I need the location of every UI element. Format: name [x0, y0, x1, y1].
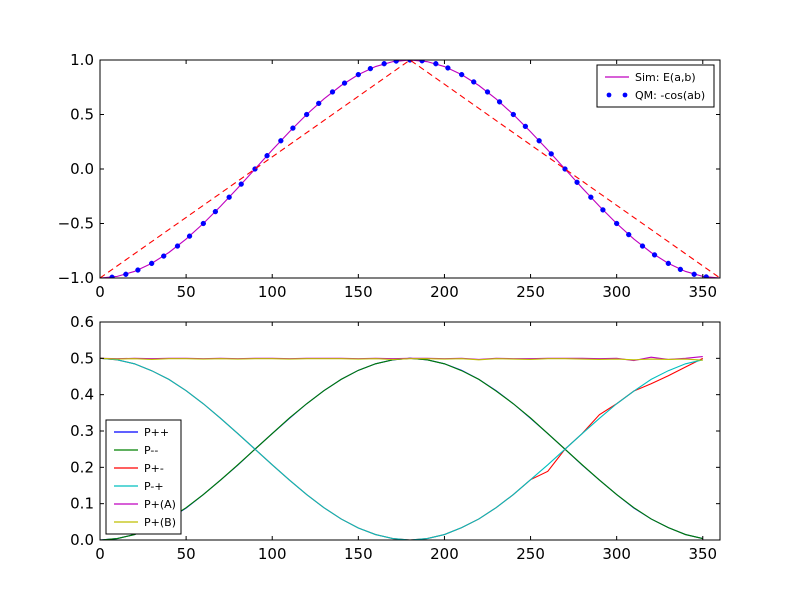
top-point-qm-cos-ab	[109, 274, 115, 278]
top-point-qm-cos-ab	[522, 123, 529, 130]
top-point-qm-cos-ab	[304, 111, 310, 118]
top-legend-label-qm-cos-ab: QM: -cos(ab)	[635, 89, 705, 102]
top-point-qm-cos-ab	[626, 231, 632, 238]
top-point-qm-cos-ab	[278, 138, 284, 144]
bottom-legend: P++ P-- P+- P-+ P+(A) P+(B)	[105, 419, 182, 535]
top-point-qm-cos-ab	[123, 271, 129, 277]
top-point-qm-cos-ab	[200, 220, 206, 227]
bottom-xtick-label: 250	[516, 545, 545, 563]
top-point-qm-cos-ab	[238, 181, 244, 187]
bottom-ytick-label: 0.5	[70, 349, 94, 367]
top-point-qm-cos-ab	[600, 207, 606, 213]
top-legend-marker-qm-cos-ab	[606, 92, 612, 98]
bottom-ytick-label: 0.0	[70, 531, 94, 549]
bottom-xtick-label: 300	[602, 545, 631, 563]
top-point-qm-cos-ab	[290, 125, 296, 131]
bottom-xtick-label: 350	[688, 545, 717, 563]
bottom-ytick-label: 0.3	[70, 422, 94, 440]
top-point-qm-cos-ab	[639, 243, 646, 249]
top-series-line-reference	[100, 60, 720, 278]
top-point-qm-cos-ab	[484, 89, 491, 95]
bottom-legend-label-p: P+-	[144, 462, 164, 475]
top-xtick-label: 200	[430, 283, 459, 301]
top-point-qm-cos-ab	[510, 111, 516, 118]
top-point-qm-cos-ab	[536, 138, 542, 144]
top-xtick-label: 100	[258, 283, 287, 301]
top-point-qm-cos-ab	[471, 79, 477, 85]
top-point-qm-cos-ab	[341, 80, 348, 86]
bottom-xtick-label: 150	[344, 545, 373, 563]
bottom-ytick-label: 0.2	[70, 458, 94, 476]
top-point-qm-cos-ab	[316, 100, 322, 107]
top-point-qm-cos-ab	[691, 271, 697, 277]
top-plot-area	[100, 60, 720, 278]
top-point-qm-cos-ab	[329, 89, 336, 95]
top-point-qm-cos-ab	[614, 220, 620, 227]
top-point-qm-cos-ab	[149, 260, 155, 267]
top-point-qm-cos-ab	[355, 71, 361, 78]
bottom-xtick-label: 200	[430, 545, 459, 563]
top-xtick-label: 150	[344, 283, 373, 301]
top-point-qm-cos-ab	[445, 65, 451, 71]
bottom-legend-label-p: P-+	[144, 480, 164, 493]
bottom-series-line-p-b	[100, 357, 703, 361]
top-point-qm-cos-ab	[212, 208, 219, 215]
top-point-qm-cos-ab	[433, 61, 439, 67]
bottom-legend-label-p: P++	[144, 426, 169, 439]
bottom-plot-area	[100, 355, 704, 540]
top-point-qm-cos-ab	[174, 243, 181, 249]
top-point-qm-cos-ab	[393, 60, 399, 64]
top-point-qm-cos-ab	[135, 267, 141, 273]
bottom-ytick-label: 0.4	[70, 386, 94, 404]
bottom-ytick-label: 0.6	[70, 313, 94, 331]
top-xtick-label: 250	[516, 283, 545, 301]
top-point-qm-cos-ab	[459, 71, 465, 78]
top-ytick-label: 0.0	[70, 160, 94, 178]
top-point-qm-cos-ab	[677, 266, 684, 273]
top-point-qm-cos-ab	[264, 153, 270, 159]
top-point-qm-cos-ab	[651, 252, 658, 258]
bottom-ytick-label: 0.1	[70, 495, 94, 513]
top-point-qm-cos-ab	[381, 61, 387, 67]
bottom-legend-label-p-a: P+(A)	[144, 498, 176, 511]
bottom-xtick-label: 0	[95, 545, 105, 563]
top-ytick-label: −1.0	[58, 269, 94, 287]
bottom-legend-label-p-b: P+(B)	[144, 516, 176, 529]
top-point-qm-cos-ab	[161, 253, 167, 259]
top-point-qm-cos-ab	[419, 60, 425, 64]
top-point-qm-cos-ab	[588, 194, 594, 200]
top-legend-box	[596, 64, 715, 108]
bottom-xtick-label: 50	[177, 545, 196, 563]
top-point-qm-cos-ab	[548, 151, 554, 157]
bottom-legend-label-p: P--	[144, 444, 158, 457]
top-point-qm-cos-ab	[226, 194, 232, 200]
top-ytick-label: 1.0	[70, 51, 94, 69]
top-ytick-label: −0.5	[58, 215, 94, 233]
top-point-qm-cos-ab	[703, 274, 709, 278]
top-panel: 0 50 100 150 200 250 300 350 −1.0 −0.5 0.0 0.5 1.0 Si…	[58, 51, 721, 301]
bottom-panel: 0 50 100 150 200 250 300 350 0.0 0.1 0.2 0.3 0.4 0.5 0…	[70, 313, 721, 563]
top-point-qm-cos-ab	[574, 179, 580, 185]
top-legend-marker-qm-cos-ab	[622, 92, 628, 98]
top-ytick-label: 0.5	[70, 106, 94, 124]
top-xtick-label: 0	[95, 283, 105, 301]
top-point-qm-cos-ab	[496, 99, 503, 105]
bottom-legend-box	[105, 419, 182, 535]
top-series-qm-cos-ab	[109, 60, 709, 278]
top-point-qm-cos-ab	[367, 65, 374, 72]
top-xtick-label: 300	[602, 283, 631, 301]
top-point-qm-cos-ab	[186, 233, 193, 239]
top-xtick-label: 50	[177, 283, 196, 301]
top-legend: Sim: E(a,b) QM: -cos(ab)	[596, 64, 715, 108]
bottom-xtick-label: 100	[258, 545, 287, 563]
top-xtick-label: 350	[688, 283, 717, 301]
bottom-series-line-p	[100, 357, 703, 540]
top-point-qm-cos-ab	[665, 260, 671, 267]
top-legend-label-sim-e-a-b: Sim: E(a,b)	[635, 71, 696, 84]
